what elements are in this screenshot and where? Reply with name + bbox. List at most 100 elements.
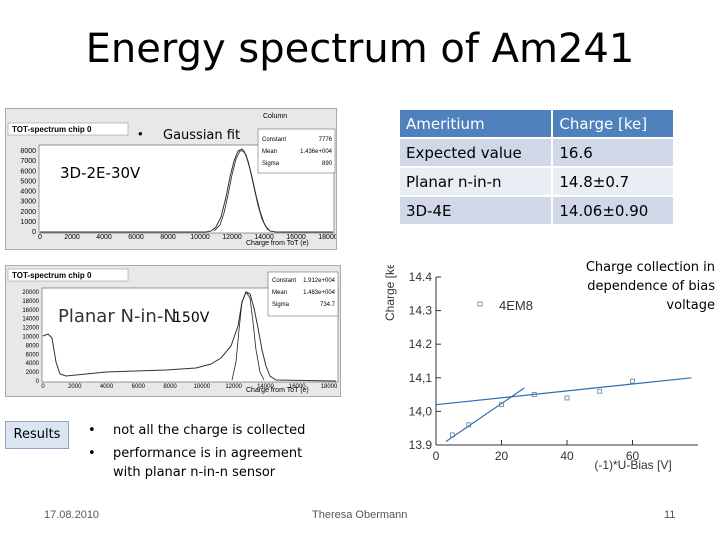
stat-name: Constant bbox=[262, 137, 286, 143]
charge-table: Ameritium Charge [ke] Expected value 16.… bbox=[398, 108, 675, 226]
table-cell: 3D-4E bbox=[400, 197, 552, 224]
footer-author: Theresa Obermann bbox=[312, 509, 408, 521]
plot1-fit-label: Gaussian fit bbox=[163, 128, 241, 143]
stat-value: 7776 bbox=[319, 137, 333, 143]
x-tick-label: 16000 bbox=[286, 234, 306, 241]
x-tick-label: 20 bbox=[495, 449, 509, 463]
y-tick-label: 4000 bbox=[26, 361, 40, 367]
table-row: 3D-4E 14.06±0.90 bbox=[400, 197, 673, 224]
spectrum-plot-3d: TOT-spectrum chip 0 Column 8000 7000 6000 5… bbox=[5, 108, 338, 250]
x-tick-label: 6000 bbox=[132, 384, 146, 390]
y-tick-label: 16000 bbox=[22, 308, 39, 314]
fit-line bbox=[445, 387, 525, 443]
plot2-histogram bbox=[42, 291, 337, 382]
collection-note: Charge collection in dependence of bias … bbox=[585, 260, 715, 313]
x-tick-label: 60 bbox=[626, 449, 640, 463]
table-cell: 14.8±0.7 bbox=[553, 168, 673, 195]
plot2-xlabel: Charge from ToT (e) bbox=[246, 387, 309, 394]
plot2-sensor-label: Planar N-in-N bbox=[58, 306, 177, 327]
table-cell: Planar n-in-n bbox=[400, 168, 552, 195]
x-tick-label: 0 bbox=[433, 449, 440, 463]
y-tick-label: 5000 bbox=[20, 178, 36, 185]
stat-name: Mean bbox=[262, 149, 277, 155]
results-label: Results bbox=[5, 421, 69, 449]
plot2-window-title: TOT-spectrum chip 0 bbox=[12, 271, 92, 280]
data-point bbox=[564, 395, 570, 401]
table-header-cell: Charge [ke] bbox=[553, 110, 673, 137]
x-tick-label: 14000 bbox=[257, 384, 274, 390]
x-tick-label: 10000 bbox=[190, 234, 210, 241]
table-cell: 14.06±0.90 bbox=[553, 197, 673, 224]
stat-name: Sigma bbox=[262, 161, 280, 167]
y-tick-label: 8000 bbox=[20, 148, 36, 155]
spectrum-plot-planar-svg: TOT-spectrum chip 0 20000180001600014000… bbox=[6, 266, 340, 396]
plot1-column-label: Column bbox=[263, 113, 287, 120]
y-tick-label: 14,0 bbox=[409, 404, 433, 418]
y-tick-label: 6000 bbox=[20, 168, 36, 175]
x-tick-label: 12000 bbox=[225, 384, 242, 390]
stat-value: 1.483e+004 bbox=[303, 290, 336, 296]
table-cell: Expected value bbox=[400, 139, 552, 166]
x-tick-label: 6000 bbox=[128, 234, 144, 241]
y-tick-label: 2000 bbox=[20, 209, 36, 216]
x-tick-label: 18000 bbox=[318, 234, 336, 241]
y-tick-label: 4000 bbox=[20, 189, 36, 196]
y-tick-label: 7000 bbox=[20, 158, 36, 165]
plot1-window-title: TOT-spectrum chip 0 bbox=[12, 125, 92, 134]
x-tick-label: 4000 bbox=[96, 234, 112, 241]
x-tick-label: 16000 bbox=[289, 384, 306, 390]
stat-value: 890 bbox=[322, 161, 333, 167]
fit-line bbox=[435, 377, 692, 406]
plot2-voltage-label: 150V bbox=[173, 310, 210, 326]
y-tick-label: 14,1 bbox=[409, 371, 433, 385]
x-axis-label: (-1)*U-Bias [V] bbox=[594, 458, 671, 472]
data-point bbox=[630, 378, 635, 384]
x-tick-label: 4000 bbox=[100, 384, 114, 390]
y-tick-label: 1000 bbox=[20, 219, 36, 226]
x-tick-label: 12000 bbox=[222, 234, 242, 241]
y-tick-label: 0 bbox=[36, 379, 40, 385]
footer-date: 17.08.2010 bbox=[44, 509, 100, 521]
stat-name: Constant bbox=[272, 278, 296, 284]
y-axis-label: Charge [ke] bbox=[383, 265, 397, 321]
data-point bbox=[449, 432, 455, 438]
spectrum-plot-planar: TOT-spectrum chip 0 20000 18000 16000 14000… bbox=[5, 265, 341, 397]
legend-marker bbox=[477, 301, 483, 307]
legend-label: 4EM8 bbox=[499, 298, 533, 313]
data-point bbox=[499, 402, 504, 408]
y-tick-label: 20000 bbox=[22, 290, 39, 296]
y-tick-label: 0 bbox=[32, 229, 36, 236]
plot1-xlabel: Charge from ToT (e) bbox=[246, 240, 309, 247]
table-header-cell: Ameritium bbox=[400, 110, 552, 137]
plot1-gaussian-fit bbox=[213, 150, 269, 232]
stat-name: Sigma bbox=[272, 302, 290, 308]
stat-value: 1.912e+004 bbox=[303, 278, 336, 284]
bullet-text: performance is in agreement with planar … bbox=[113, 446, 303, 480]
x-tick-label: 40 bbox=[560, 449, 574, 463]
y-tick-label: 10000 bbox=[22, 335, 39, 341]
x-tick-label: 2000 bbox=[68, 384, 82, 390]
y-tick-label: 6000 bbox=[26, 352, 40, 358]
y-tick-label: 14.3 bbox=[409, 304, 433, 318]
plot2-gaussian-fit bbox=[231, 291, 265, 381]
table-header-row: Ameritium Charge [ke] bbox=[400, 110, 673, 137]
data-point bbox=[597, 388, 603, 394]
x-tick-label: 18000 bbox=[321, 384, 338, 390]
fit-bullet: • bbox=[138, 126, 143, 141]
footer-page-number: 11 bbox=[664, 509, 676, 521]
x-tick-label: 8000 bbox=[160, 234, 176, 241]
spectrum-plot-3d-svg: TOT-spectrum chip 0 Column 8000 7000 6000 5… bbox=[6, 109, 338, 249]
data-point bbox=[531, 392, 537, 397]
y-tick-label: 3000 bbox=[20, 199, 36, 206]
bullet-marker: • bbox=[88, 446, 96, 461]
x-tick-label: 2000 bbox=[64, 234, 80, 241]
y-tick-label: 14000 bbox=[22, 317, 39, 323]
stat-name: Mean bbox=[272, 290, 287, 296]
y-tick-label: 12000 bbox=[22, 326, 39, 332]
x-tick-label: 0 bbox=[38, 234, 42, 241]
x-tick-label: 14000 bbox=[254, 234, 274, 241]
stat-value: 1.436e+004 bbox=[300, 149, 333, 155]
plot1-sensor-label: 3D-2E-30V bbox=[60, 164, 141, 182]
data-point bbox=[466, 422, 472, 428]
table-cell: 16.6 bbox=[553, 139, 673, 166]
